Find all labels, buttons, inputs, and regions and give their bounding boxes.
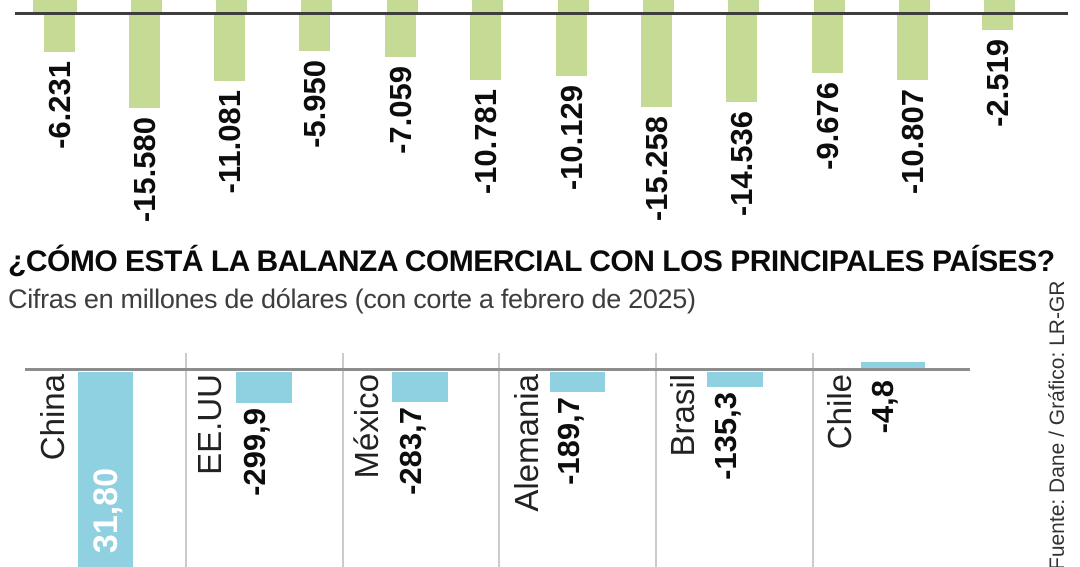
balance-bar	[982, 14, 1013, 30]
bar-value-label: -10.807	[894, 88, 930, 194]
bar-value-label: -14.536	[723, 110, 759, 216]
country-label: México	[348, 374, 385, 479]
balance-bar	[550, 371, 605, 392]
balance-bar	[861, 362, 925, 369]
bar-value-label: -9.676	[809, 81, 845, 170]
bar-value-label: -10.781	[467, 88, 503, 194]
balance-bar	[129, 14, 160, 108]
bar-value-label: -2.519	[979, 38, 1015, 127]
chart-title: ¿CÓMO ESTÁ LA BALANZA COMERCIAL CON LOS …	[8, 245, 1055, 278]
balance-bar	[726, 14, 757, 102]
cropped-bar-remnant	[814, 0, 845, 12]
country-balance-chart: China 31,80 EE.UU -299,9 México -283,7 Alemani…	[0, 330, 1080, 567]
balance-bar	[214, 14, 245, 81]
country-label: Alemania	[508, 374, 545, 512]
balance-bar	[299, 14, 330, 51]
bar-value-label: -6.231	[41, 60, 77, 149]
cropped-bar-remnant	[472, 0, 503, 12]
column-divider	[185, 353, 187, 567]
bar-value-label: -299,9	[237, 408, 272, 496]
bottom-axis-baseline	[25, 368, 970, 371]
cropped-bar-remnant	[899, 0, 930, 12]
column-divider	[342, 353, 344, 567]
bar-value-label: -7.059	[382, 65, 418, 154]
balance-bar	[44, 14, 75, 52]
country-label: Brasil	[664, 374, 701, 457]
cropped-bar-remnant	[216, 0, 247, 12]
bar-value-label: -4,8	[865, 380, 900, 434]
cropped-bar-remnant	[131, 0, 162, 12]
balance-bar	[385, 14, 416, 57]
balance-bar	[812, 14, 843, 73]
source-credit: Fuente: Dane / Gráfico: LR-GR	[1046, 280, 1069, 567]
column-divider	[812, 353, 814, 567]
cropped-bar-remnant	[558, 0, 589, 12]
top-axis-baseline	[15, 12, 1068, 15]
country-label: Chile	[821, 374, 858, 450]
cropped-bar-remnant	[728, 0, 759, 12]
cropped-bar-remnant	[33, 0, 77, 12]
bar-value-label: -15.580	[126, 116, 162, 222]
balance-bar	[236, 371, 292, 403]
bar-value-label: -11.081	[211, 89, 247, 193]
balance-bar	[897, 14, 928, 80]
chart-subtitle: Cifras en millones de dólares (con corte…	[8, 284, 696, 314]
inbar-value-label: 31,80	[87, 468, 125, 554]
bar-value-label: -10.129	[553, 84, 589, 190]
column-divider	[498, 353, 500, 567]
bar-value-label: -135,3	[708, 392, 743, 480]
bar-value-label: -5.950	[296, 59, 332, 148]
bar-value-label: -15.258	[638, 115, 674, 221]
balance-bar	[707, 371, 763, 387]
balance-bar	[392, 371, 448, 402]
balance-bar	[641, 14, 672, 107]
balance-bar	[78, 371, 133, 567]
cropped-bar-remnant	[984, 0, 1015, 12]
balance-bar	[470, 14, 501, 80]
column-divider	[655, 353, 657, 567]
balance-bar	[556, 14, 587, 76]
cropped-bar-remnant	[643, 0, 674, 12]
bar-value-label: -189,7	[551, 397, 586, 485]
yearly-balance-chart: -6.231 -15.580 -11.081 -5.950 -7.059 -10.781 -…	[0, 0, 1080, 250]
cropped-bar-remnant	[387, 0, 418, 12]
cropped-bar-remnant	[301, 0, 332, 12]
country-label: China	[34, 374, 71, 461]
country-label: EE.UU	[191, 374, 228, 475]
bar-value-label: -283,7	[393, 407, 428, 495]
